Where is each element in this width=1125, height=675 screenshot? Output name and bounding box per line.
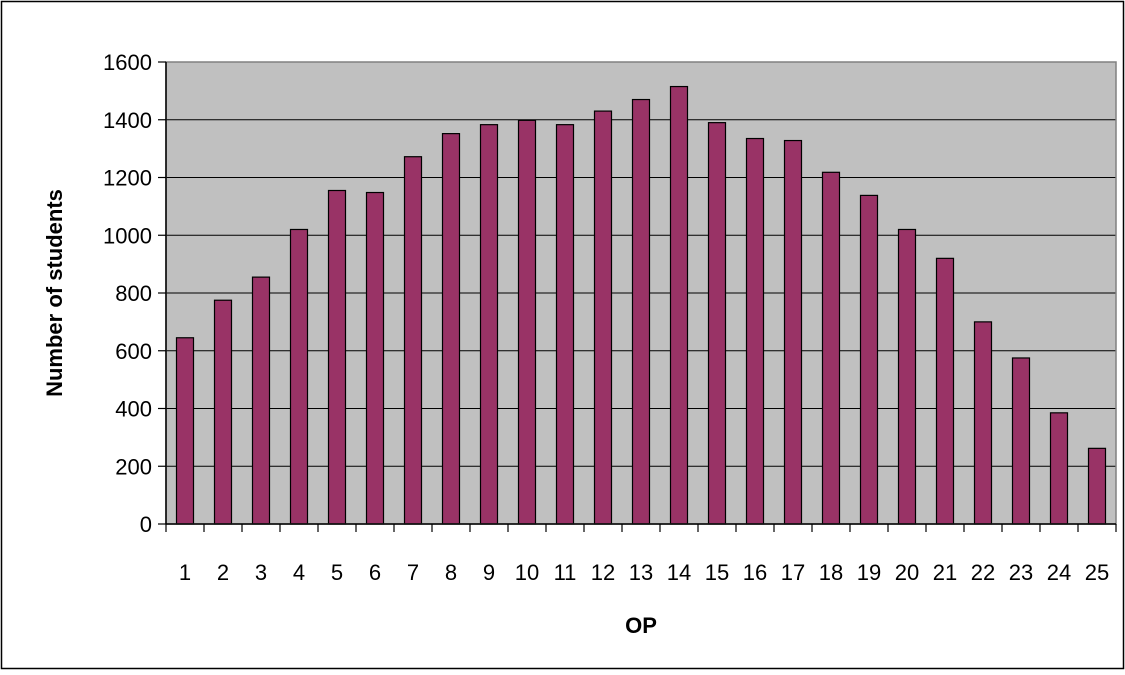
x-tick-label: 21: [933, 560, 957, 585]
x-tick-label: 8: [445, 560, 457, 585]
y-tick-label: 1200: [103, 166, 152, 191]
bar-8: [441, 133, 461, 525]
x-tick-label: 9: [483, 560, 495, 585]
bar-9: [479, 124, 499, 525]
x-tick-label: 22: [971, 560, 995, 585]
x-tick-label: 19: [857, 560, 881, 585]
bar-6: [365, 191, 385, 525]
bar-22: [973, 321, 993, 525]
x-tick-label: 16: [743, 560, 767, 585]
bar-14: [669, 85, 689, 525]
bar-21: [935, 257, 955, 525]
x-tick-label: 4: [293, 560, 305, 585]
x-tick-label: 13: [629, 560, 653, 585]
bar-1: [175, 337, 195, 525]
x-tick-label: 12: [591, 560, 615, 585]
bar-13: [631, 98, 651, 525]
y-tick-label: 600: [115, 339, 152, 364]
x-tick-label: 2: [217, 560, 229, 585]
bar-3: [251, 276, 271, 525]
axes: [158, 61, 1117, 532]
y-tick-label: 0: [140, 512, 152, 537]
x-tick-label: 15: [705, 560, 729, 585]
bar-2: [213, 299, 233, 525]
x-tick-label: 23: [1009, 560, 1033, 585]
y-tick-label: 1400: [103, 108, 152, 133]
x-tick-label: 24: [1047, 560, 1071, 585]
x-tick-label: 5: [331, 560, 343, 585]
bar-11: [555, 124, 575, 525]
x-tick-label: 10: [515, 560, 539, 585]
x-tick-label: 1: [179, 560, 191, 585]
x-tick-label: 18: [819, 560, 843, 585]
bar-16: [745, 137, 765, 525]
bars: [175, 85, 1107, 525]
x-tick-label: 20: [895, 560, 919, 585]
y-tick-label: 400: [115, 397, 152, 422]
x-axis-title: OP: [625, 613, 657, 638]
bar-17: [783, 139, 803, 525]
bar-23: [1011, 357, 1031, 525]
y-axis-title: Number of students: [42, 189, 67, 397]
bar-7: [403, 156, 423, 525]
bar-5: [327, 189, 347, 525]
bar-12: [593, 110, 613, 525]
bar-10: [517, 119, 537, 525]
x-tick-label: 25: [1085, 560, 1109, 585]
y-tick-label: 200: [115, 454, 152, 479]
x-tick-label: 6: [369, 560, 381, 585]
bar-25: [1087, 447, 1107, 525]
x-tick-label: 14: [667, 560, 691, 585]
x-tick-label: 7: [407, 560, 419, 585]
bar-15: [707, 122, 727, 525]
y-tick-label: 1000: [103, 223, 152, 248]
x-tick-label: 17: [781, 560, 805, 585]
x-tick-label: 3: [255, 560, 267, 585]
bar-19: [859, 194, 879, 525]
bar-18: [821, 171, 841, 525]
bar-4: [289, 228, 309, 525]
bar-20: [897, 228, 917, 525]
bar-24: [1049, 412, 1069, 525]
x-tick-label: 11: [554, 560, 577, 585]
y-tick-label: 800: [115, 281, 152, 306]
y-tick-label: 1600: [103, 50, 152, 75]
